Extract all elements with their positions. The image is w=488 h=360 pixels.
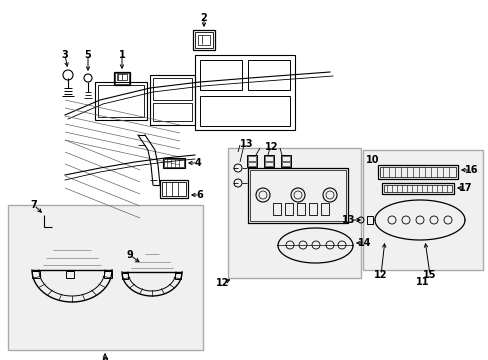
- Bar: [383, 185, 451, 192]
- Bar: [308, 203, 316, 215]
- Text: 10: 10: [365, 155, 379, 165]
- Text: 1: 1: [119, 50, 125, 60]
- Text: 2: 2: [200, 13, 207, 23]
- Bar: [362, 150, 482, 270]
- Text: 12: 12: [373, 270, 387, 280]
- Bar: [264, 162, 272, 166]
- Bar: [198, 35, 209, 45]
- Bar: [200, 96, 289, 126]
- Text: 9: 9: [126, 250, 133, 260]
- Text: 14: 14: [358, 238, 371, 248]
- Text: 16: 16: [464, 165, 478, 175]
- Bar: [66, 271, 74, 278]
- Bar: [381, 183, 453, 194]
- Bar: [162, 182, 185, 196]
- Text: 13: 13: [342, 215, 355, 225]
- Bar: [193, 30, 215, 50]
- Bar: [114, 72, 130, 85]
- Bar: [153, 103, 192, 121]
- Bar: [32, 271, 40, 278]
- Bar: [285, 203, 292, 215]
- Text: 3: 3: [61, 50, 68, 60]
- Bar: [296, 203, 305, 215]
- Bar: [282, 162, 289, 166]
- Bar: [247, 162, 256, 166]
- Bar: [98, 85, 143, 117]
- Bar: [104, 271, 112, 278]
- Bar: [117, 74, 127, 80]
- Bar: [163, 159, 183, 167]
- Text: 12: 12: [264, 142, 278, 152]
- Bar: [8, 205, 203, 350]
- Bar: [247, 168, 347, 223]
- Bar: [122, 273, 128, 279]
- Text: 7: 7: [31, 200, 37, 210]
- Text: 12: 12: [216, 278, 229, 288]
- Bar: [95, 82, 147, 120]
- Text: 4: 4: [194, 158, 201, 168]
- Bar: [175, 273, 181, 279]
- Bar: [160, 180, 187, 198]
- Text: 8: 8: [102, 357, 108, 360]
- Bar: [282, 156, 289, 161]
- Bar: [366, 216, 372, 224]
- Text: 11: 11: [415, 277, 429, 287]
- Text: 6: 6: [196, 190, 203, 200]
- Bar: [320, 203, 328, 215]
- Bar: [264, 155, 273, 167]
- Bar: [249, 170, 346, 221]
- Bar: [247, 156, 256, 161]
- Text: 13: 13: [240, 139, 253, 149]
- Text: 5: 5: [84, 50, 91, 60]
- Bar: [264, 156, 272, 161]
- Bar: [247, 60, 289, 90]
- Bar: [195, 55, 294, 130]
- Text: 17: 17: [458, 183, 472, 193]
- Bar: [150, 75, 195, 125]
- Bar: [163, 158, 184, 168]
- Bar: [246, 155, 257, 167]
- Bar: [379, 167, 455, 177]
- Text: 15: 15: [423, 270, 436, 280]
- Bar: [272, 203, 281, 215]
- Bar: [200, 60, 242, 90]
- Bar: [115, 73, 129, 84]
- Bar: [377, 165, 457, 179]
- Bar: [281, 155, 290, 167]
- Bar: [227, 148, 360, 278]
- Bar: [153, 78, 192, 100]
- Bar: [195, 32, 213, 48]
